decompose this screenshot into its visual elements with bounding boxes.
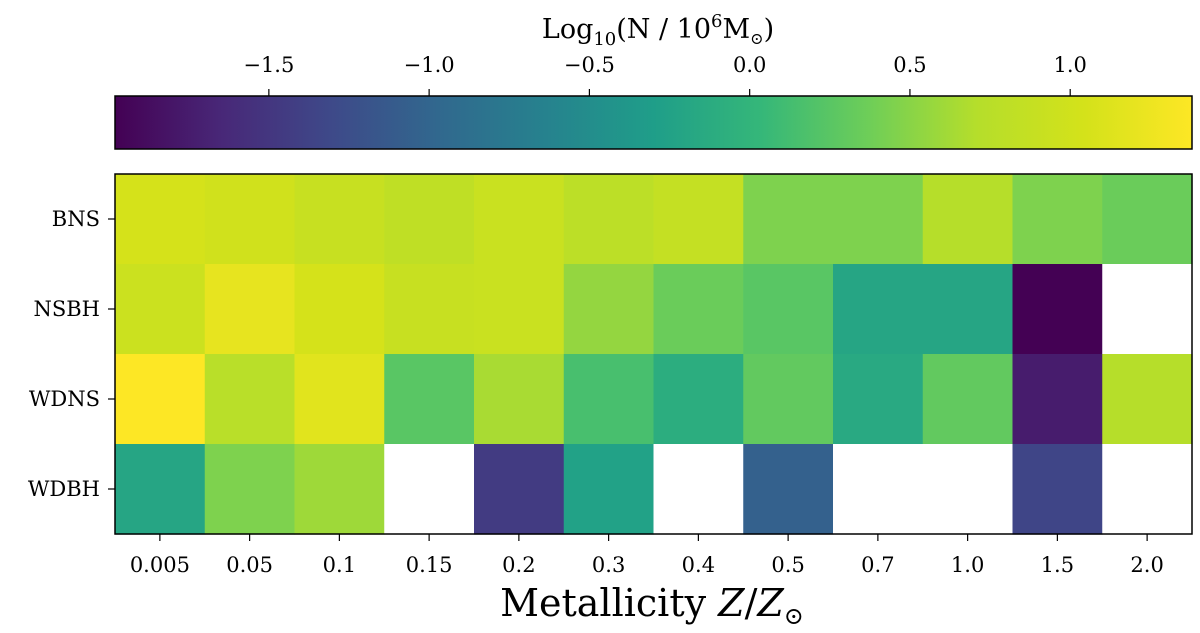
heatmap-cell-nsbh-0.05 [204, 264, 296, 355]
heatmap-cell-nsbh-0.7 [833, 264, 924, 355]
x-tick-label: 0.1 [323, 553, 356, 577]
x-axis-label: Metallicity Z/Z⊙ [500, 581, 804, 630]
x-tick-label: 0.05 [226, 553, 273, 577]
heatmap-cell-wdbh-0.3 [563, 444, 655, 535]
heatmap-cell-wdns-0.1 [294, 354, 385, 445]
x-axis-label-sun: ⊙ [784, 602, 804, 630]
heatmap-cell-wdbh-0.005 [115, 444, 206, 535]
colorbar-title: Log10(N / 106M⊙) [542, 11, 774, 50]
heatmap-cell-nsbh-2.0 [1102, 264, 1193, 355]
heatmap-cell-wdbh-0.15 [384, 444, 475, 535]
colorbar-tick-label: −1.0 [404, 53, 455, 77]
heatmap-cell-wdns-1.0 [922, 354, 1014, 445]
heatmap-cell-wdns-0.3 [563, 354, 655, 445]
heatmap-cell-wdns-0.05 [204, 354, 296, 445]
x-axis-label-slash: / [745, 581, 758, 625]
heatmap-cell-nsbh-0.1 [294, 264, 385, 355]
heatmap-cell-wdbh-1.5 [1012, 444, 1103, 535]
heatmap-cell-wdbh-0.5 [743, 444, 834, 535]
heatmap-cell-wdns-2.0 [1102, 354, 1193, 445]
x-axis-label-prefix: Metallicity [500, 581, 718, 625]
heatmap-cell-wdns-1.5 [1012, 354, 1103, 445]
colorbar-tick-label: 0.0 [733, 53, 766, 77]
colorbar-tick-label: −0.5 [564, 53, 615, 77]
colorbar-title-mid: (N / 10 [616, 14, 711, 45]
x-tick-label: 0.15 [406, 553, 453, 577]
heatmap-cell-wdns-0.5 [743, 354, 834, 445]
heatmap-cell-wdns-0.7 [833, 354, 924, 445]
y-tick-label-nsbh: NSBH [33, 297, 100, 321]
x-tick-label: 1.0 [951, 553, 984, 577]
heatmap-cell-wdns-0.005 [115, 354, 206, 445]
heatmap-cell-bns-0.3 [563, 174, 655, 265]
heatmap-cell-bns-0.05 [204, 174, 296, 265]
colorbar-title-sun: ⊙ [750, 29, 763, 48]
heatmap-cell-wdbh-1.0 [922, 444, 1014, 535]
heatmap-cell-nsbh-0.005 [115, 264, 206, 355]
colorbar-tick-label: 0.5 [893, 53, 926, 77]
heatmap-cell-wdns-0.15 [384, 354, 475, 445]
x-tick-label: 1.5 [1041, 553, 1074, 577]
heatmap-cell-wdbh-0.05 [204, 444, 296, 535]
x-tick-label: 0.4 [682, 553, 715, 577]
heatmap-cell-nsbh-1.5 [1012, 264, 1103, 355]
heatmap-cell-bns-0.15 [384, 174, 475, 265]
x-tick-label: 2.0 [1130, 553, 1163, 577]
y-tick-label-wdbh: WDBH [28, 477, 100, 501]
x-tick-label: 0.005 [130, 553, 190, 577]
colorbar-tick-label: −1.5 [243, 53, 294, 77]
plot-frame [114, 173, 1193, 535]
heatmap-cell-wdbh-0.2 [474, 444, 565, 535]
heatmap-cells [115, 174, 1193, 535]
heatmap-cell-bns-0.2 [474, 174, 565, 265]
colorbar-tick-label: 1.0 [1053, 53, 1086, 77]
colorbar [114, 95, 1193, 150]
x-tick-label: 0.5 [771, 553, 804, 577]
heatmap-cell-wdbh-0.4 [653, 444, 744, 535]
x-tick-label: 0.2 [502, 553, 535, 577]
y-axis-ticks: BNS NSBH WDNS WDBH [28, 207, 115, 501]
heatmap-cell-wdbh-2.0 [1102, 444, 1193, 535]
y-tick-label-bns: BNS [52, 207, 100, 231]
heatmap-cell-bns-0.5 [743, 174, 834, 265]
heatmap-cell-bns-0.4 [653, 174, 744, 265]
heatmap-cell-bns-0.7 [833, 174, 924, 265]
heatmap-cell-bns-1.5 [1012, 174, 1103, 265]
colorbar-title-log: Log [542, 14, 593, 45]
heatmap-cell-wdns-0.2 [474, 354, 565, 445]
heatmap-cell-nsbh-0.15 [384, 264, 475, 355]
heatmap-cell-nsbh-0.2 [474, 264, 565, 355]
heatmap-cell-nsbh-1.0 [922, 264, 1014, 355]
heatmap-cell-bns-0.1 [294, 174, 385, 265]
heatmap-cell-wdbh-0.1 [294, 444, 385, 535]
heatmap-cell-bns-1.0 [922, 174, 1014, 265]
heatmap-cell-wdbh-0.7 [833, 444, 924, 535]
x-axis-label-z2: Z [756, 581, 784, 625]
x-axis-ticks: 0.005 0.05 0.1 0.15 0.2 0.3 0.4 0.5 0.7 1.0 1.5 2.0 [130, 534, 1164, 577]
x-tick-label: 0.7 [861, 553, 894, 577]
heatmap-cell-bns-0.005 [115, 174, 206, 265]
heatmap-cell-nsbh-0.4 [653, 264, 744, 355]
colorbar-title-close: ) [764, 14, 775, 45]
x-axis-label-z: Z [717, 581, 745, 625]
heatmap-cell-nsbh-0.3 [563, 264, 655, 355]
heatmap-cell-bns-2.0 [1102, 174, 1193, 265]
heatmap-cell-wdns-0.4 [653, 354, 744, 445]
heatmap-cell-nsbh-0.5 [743, 264, 834, 355]
x-tick-label: 0.3 [592, 553, 625, 577]
colorbar-ticks: −1.5 −1.0 −0.5 0.0 0.5 1.0 [243, 53, 1087, 96]
y-tick-label-wdns: WDNS [29, 387, 100, 411]
colorbar-title-sub: 10 [593, 29, 616, 50]
colorbar-title-unit: M [723, 14, 751, 45]
colorbar-title-sup: 6 [711, 11, 722, 32]
